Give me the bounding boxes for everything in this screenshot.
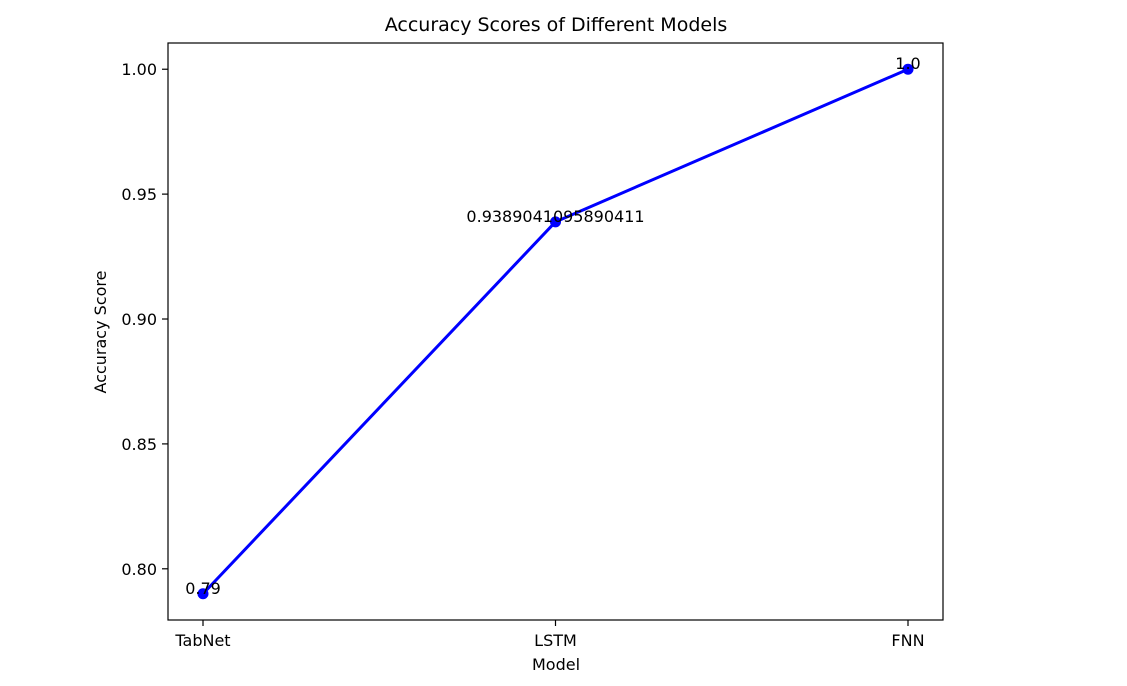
plot-area-frame <box>167 42 944 621</box>
chart-title: Accuracy Scores of Different Models <box>385 14 728 36</box>
y-tick-label: 0.85 <box>121 435 157 454</box>
series-accuracy <box>197 63 914 600</box>
data-label: 0.79 <box>185 579 221 598</box>
x-tick-label: LSTM <box>534 631 577 650</box>
data-label: 1.0 <box>895 54 920 73</box>
data-point <box>902 63 914 75</box>
y-axis-label: Accuracy Score <box>91 271 110 394</box>
y-tick-label: 0.95 <box>121 185 157 204</box>
data-labels: 0.79 0.9389041095890411 1.0 <box>185 54 921 598</box>
y-tick-label: 0.80 <box>121 560 157 579</box>
y-tick-label: 1.00 <box>121 60 157 79</box>
data-point <box>550 216 561 228</box>
series-line <box>201 67 909 595</box>
x-tick-label: TabNet <box>174 631 230 650</box>
x-axis: TabNet LSTM FNN <box>174 620 925 650</box>
x-tick-label: FNN <box>891 631 924 650</box>
y-axis: 0.80 0.85 0.90 0.95 1.00 <box>121 60 168 579</box>
y-tick-label: 0.90 <box>121 310 157 329</box>
data-point <box>197 588 209 600</box>
data-label: 0.9389041095890411 <box>466 207 644 226</box>
x-axis-label: Model <box>532 655 580 674</box>
